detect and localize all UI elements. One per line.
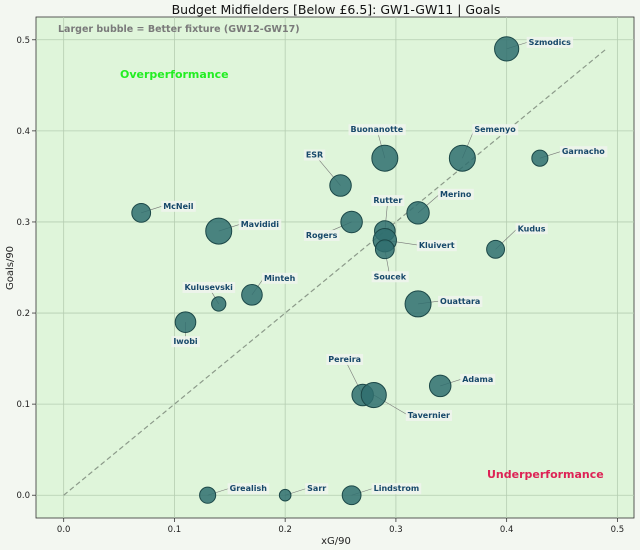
bubble-esr xyxy=(329,174,352,197)
point-label-mcneil: McNeil xyxy=(163,202,194,211)
y-axis-label: Goals/90 xyxy=(5,246,16,290)
underperformance-label: Underperformance xyxy=(487,468,604,481)
bubbles xyxy=(131,36,549,506)
point-label-bg xyxy=(416,240,457,252)
point-label-rogers: Rogers xyxy=(306,231,338,240)
bubble-mavididi xyxy=(205,217,233,245)
point-label-lindstrom: Lindstrom xyxy=(374,484,420,493)
point-label-tavernier: Tavernier xyxy=(408,411,450,420)
bubble-rogers xyxy=(340,210,363,234)
bubble-garnacho xyxy=(531,149,549,167)
grid-lines xyxy=(36,17,634,518)
bubble-lindstrom xyxy=(341,485,362,506)
point-label-szmodics: Szmodics xyxy=(529,38,571,47)
bubble-kudus xyxy=(486,239,506,259)
parity-line xyxy=(63,48,607,496)
x-axis-label: xG/90 xyxy=(321,536,351,547)
point-label-bg xyxy=(472,124,519,136)
bubble-grealish xyxy=(199,486,217,504)
y-ticks: 0.0 0.1 0.2 0.3 0.4 0.5 xyxy=(16,36,36,501)
point-label-bg xyxy=(171,336,200,348)
point-label-mavididi: Mavididi xyxy=(241,220,280,229)
y-tick-label: 0.4 xyxy=(16,127,30,137)
y-tick-label: 0.0 xyxy=(16,491,30,501)
y-tick-label: 0.1 xyxy=(16,400,30,410)
point-label-pereira: Pereira xyxy=(328,355,361,364)
plot-area xyxy=(35,16,635,519)
point-label-grealish: Grealish xyxy=(230,484,268,493)
point-label-bg xyxy=(405,410,453,422)
y-tick-label: 0.2 xyxy=(16,309,30,319)
bubble-iwobi xyxy=(174,311,197,333)
point-label-bg xyxy=(227,483,270,495)
bubble-mcneil xyxy=(131,202,152,223)
point-label-kluivert: Kluivert xyxy=(419,241,455,250)
point-label-bg xyxy=(238,219,282,231)
chart-title: Budget Midfielders [Below £6.5]: GW1-GW1… xyxy=(172,2,501,17)
point-label-sarr: Sarr xyxy=(307,484,326,493)
point-label-bg xyxy=(460,373,496,385)
point-label-bg xyxy=(326,354,364,366)
x-tick-label: 0.4 xyxy=(500,525,514,535)
overperformance-label: Overperformance xyxy=(120,68,229,81)
point-label-bg xyxy=(348,124,406,136)
point-label-merino: Merino xyxy=(440,190,472,199)
bubble-ouattara xyxy=(404,290,432,318)
point-label-bg xyxy=(371,483,422,495)
point-label-rutter: Rutter xyxy=(373,196,402,205)
bubble-tavernier xyxy=(360,381,387,409)
bubble-merino xyxy=(406,201,430,225)
point-labels: Szmodics Buonanotte Semenyo Garnacho ESR McNe… xyxy=(161,36,608,495)
x-tick-label: 0.3 xyxy=(389,525,403,535)
point-label-bg xyxy=(371,271,409,283)
y-tick-label: 0.5 xyxy=(16,36,30,46)
reference-line xyxy=(63,48,607,496)
point-label-iwobi: Iwobi xyxy=(173,337,198,346)
point-label-esr: ESR xyxy=(306,151,323,160)
bubble-soucek xyxy=(374,239,395,260)
point-label-kulusevski: Kulusevski xyxy=(185,283,234,292)
bubble-minteh xyxy=(241,284,263,306)
x-tick-label: 0.5 xyxy=(611,525,625,535)
bubble-kulusevski xyxy=(211,296,227,312)
point-label-bg xyxy=(261,272,298,284)
bubble-buonanotte xyxy=(371,144,399,172)
bubble-note: Larger bubble = Better fixture (GW12-GW1… xyxy=(58,24,300,35)
point-label-bg xyxy=(305,483,329,495)
point-label-bg xyxy=(438,188,474,200)
bubble-semenyo xyxy=(448,144,476,172)
point-label-buonanotte: Buonanotte xyxy=(351,125,404,134)
point-label-bg xyxy=(559,146,608,158)
point-label-bg xyxy=(182,281,236,293)
point-label-bg xyxy=(303,149,326,161)
point-label-bg xyxy=(161,200,196,212)
bubble-szmodics xyxy=(494,36,520,62)
point-label-adama: Adama xyxy=(462,375,493,384)
x-tick-label: 0.1 xyxy=(168,525,182,535)
point-label-bg xyxy=(515,223,548,235)
point-label-kudus: Kudus xyxy=(518,224,546,233)
point-label-minteh: Minteh xyxy=(264,274,296,283)
point-label-garnacho: Garnacho xyxy=(562,147,605,156)
point-label-bg xyxy=(303,229,340,241)
x-ticks: 0.0 0.1 0.2 0.3 0.4 0.5 xyxy=(57,518,624,535)
bubble-sarr xyxy=(278,488,292,502)
y-tick-label: 0.3 xyxy=(16,218,30,228)
x-tick-label: 0.0 xyxy=(57,525,71,535)
point-label-bg xyxy=(371,195,405,207)
x-tick-label: 0.2 xyxy=(278,525,292,535)
bubble-adama xyxy=(428,374,452,398)
point-label-ouattara: Ouattara xyxy=(440,297,480,306)
point-label-semenyo: Semenyo xyxy=(474,125,516,134)
point-label-bg xyxy=(526,36,574,48)
point-label-bg xyxy=(438,295,483,307)
point-label-soucek: Soucek xyxy=(374,272,407,281)
